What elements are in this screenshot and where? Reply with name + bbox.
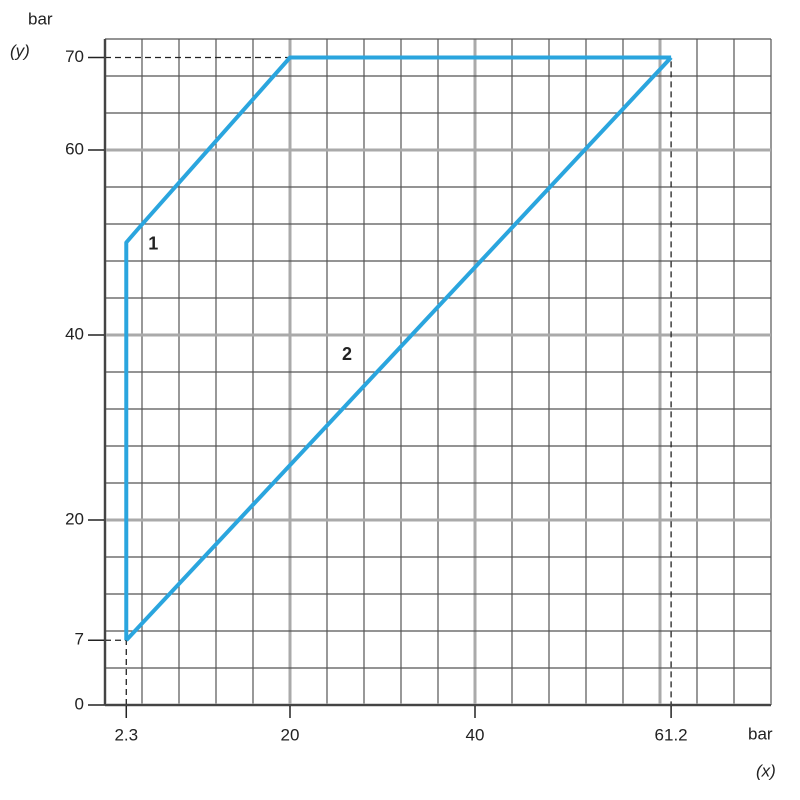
guide-line <box>105 639 127 705</box>
y-tick-label: 7 <box>75 630 84 649</box>
x-axis-label: bar <box>748 724 773 743</box>
y-axis-label: bar <box>28 9 53 28</box>
series-line <box>124 56 673 642</box>
y-tick-label: 0 <box>75 694 84 713</box>
series-label: 2 <box>342 344 352 364</box>
series-label: 1 <box>148 233 158 253</box>
y-tick-label: 60 <box>65 139 84 158</box>
x-tick-label: 40 <box>466 725 485 744</box>
y-axis-symbol: (y) <box>10 41 30 60</box>
x-tick-label: 20 <box>281 725 300 744</box>
x-axis-symbol: (x) <box>756 761 776 780</box>
y-tick-label: 40 <box>65 324 84 343</box>
x-tick-label: 61.2 <box>655 725 688 744</box>
y-tick-label: 70 <box>65 47 84 66</box>
series-line <box>124 55 672 641</box>
x-tick-label: 2.3 <box>114 725 138 744</box>
y-tick-label: 20 <box>65 509 84 528</box>
